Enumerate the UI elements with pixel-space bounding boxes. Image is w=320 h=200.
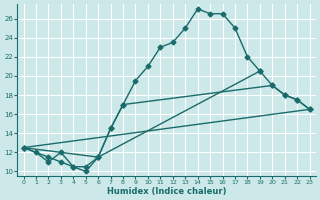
X-axis label: Humidex (Indice chaleur): Humidex (Indice chaleur)	[107, 187, 226, 196]
